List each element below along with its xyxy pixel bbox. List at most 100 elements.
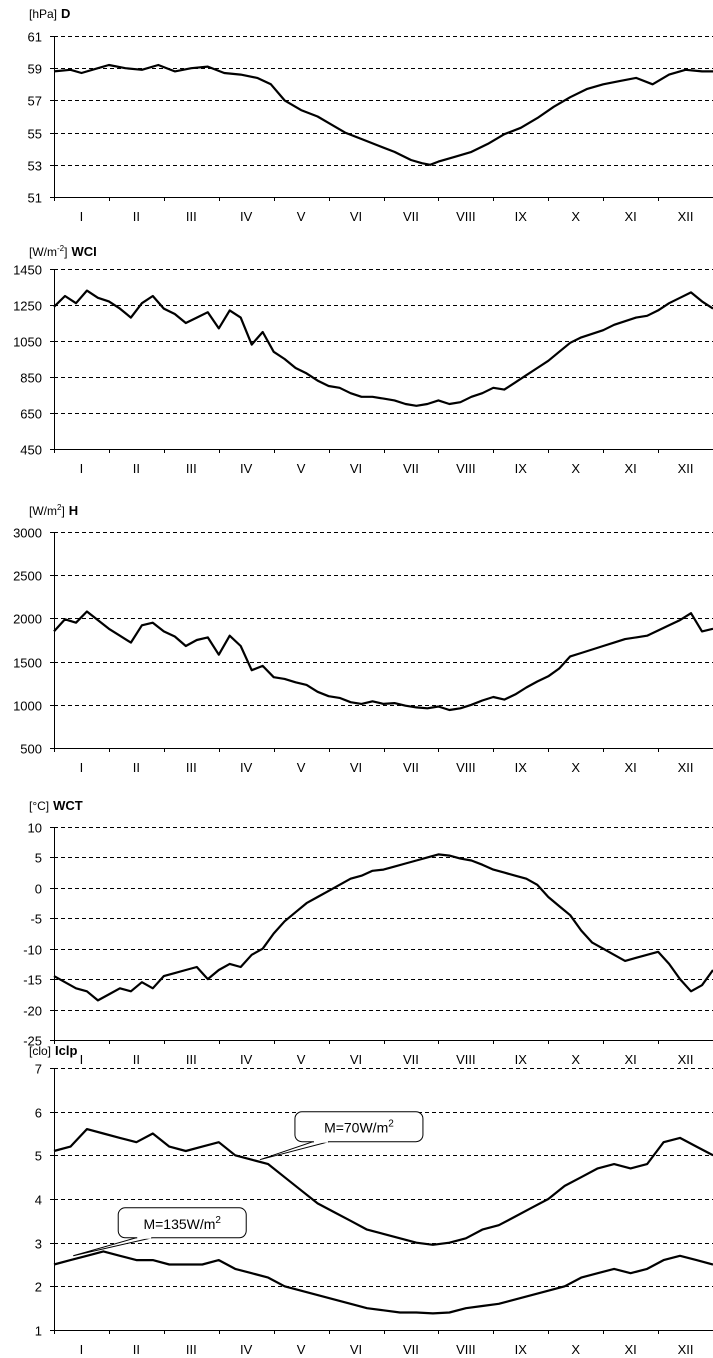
y-tick-label: -5: [30, 912, 42, 927]
chart-unit-label: [clo] Iclp: [29, 1043, 77, 1058]
series-line-0: [53, 853, 713, 1002]
chart-unit-label: [hPa] D: [29, 6, 70, 21]
y-tick-label: 500: [20, 742, 42, 757]
x-tick-label: XI: [624, 1342, 636, 1357]
x-tick-label: I: [80, 1052, 84, 1067]
x-tick-label: VII: [403, 760, 419, 775]
y-tick-label: 1: [35, 1324, 42, 1339]
y-tick-label: -15: [23, 973, 42, 988]
y-tick-label: -10: [23, 943, 42, 958]
x-tick-label: I: [80, 209, 84, 224]
series-line-0: [53, 63, 713, 166]
chart-title: H: [69, 503, 78, 518]
x-tick-label: IV: [240, 760, 253, 775]
annotation-label: M=135W/m2: [143, 1215, 221, 1232]
y-tick-label: 59: [28, 62, 42, 77]
x-tick-label: III: [186, 1342, 197, 1357]
x-tick-label: II: [133, 461, 140, 476]
x-tick-label: IX: [515, 461, 528, 476]
series-line-0: [53, 1128, 713, 1246]
x-tick-label: IX: [515, 760, 528, 775]
y-tick-label: 57: [28, 94, 42, 109]
y-tick-label: 3000: [13, 526, 42, 541]
chart-unit-label: [W/m-2] WCI: [29, 244, 97, 259]
y-tick-label: 2000: [13, 612, 42, 627]
y-tick-label: 650: [20, 407, 42, 422]
y-tick-label: 61: [28, 30, 42, 45]
y-tick-label: 2500: [13, 569, 42, 584]
chart-unit-label: [W/m2] H: [29, 503, 78, 518]
x-tick-label: II: [133, 1052, 140, 1067]
y-tick-label: -20: [23, 1004, 42, 1019]
x-tick-label: X: [571, 1342, 580, 1357]
y-tick-label: -25: [23, 1034, 42, 1049]
x-tick-label: V: [297, 1052, 306, 1067]
x-tick-label: II: [133, 209, 140, 224]
x-tick-label: IX: [515, 1342, 528, 1357]
x-tick-label: VI: [350, 1342, 362, 1357]
x-tick-label: IV: [240, 461, 253, 476]
x-tick-label: II: [133, 1342, 140, 1357]
x-tick-label: VIII: [456, 760, 476, 775]
y-tick-label: 5: [35, 1149, 42, 1164]
y-tick-label: 51: [28, 191, 42, 206]
series-line-0: [53, 610, 713, 712]
y-tick-label: 4: [35, 1193, 42, 1208]
y-tick-label: 6: [35, 1106, 42, 1121]
x-tick-label: VIII: [456, 209, 476, 224]
chart-title: WCT: [53, 798, 83, 813]
y-tick-label: 55: [28, 127, 42, 142]
chart-title: D: [61, 6, 70, 21]
x-tick-label: IX: [515, 1052, 528, 1067]
y-tick-label: 450: [20, 443, 42, 458]
x-tick-label: V: [297, 461, 306, 476]
x-tick-label: V: [297, 760, 306, 775]
y-tick-label: 5: [35, 851, 42, 866]
x-tick-label: XI: [624, 760, 636, 775]
y-tick-label: 0: [35, 882, 42, 897]
x-tick-label: V: [297, 1342, 306, 1357]
y-tick-label: 53: [28, 159, 42, 174]
x-tick-label: VIII: [456, 1052, 476, 1067]
x-tick-label: II: [133, 760, 140, 775]
annotation-label: M=70W/m2: [324, 1119, 394, 1136]
y-tick-label: 1500: [13, 656, 42, 671]
x-tick-label: XI: [624, 461, 636, 476]
x-tick-label: XII: [678, 760, 694, 775]
chart-title: Iclp: [55, 1043, 77, 1058]
x-tick-label: XII: [678, 461, 694, 476]
x-tick-label: X: [571, 209, 580, 224]
y-tick-label: 1000: [13, 699, 42, 714]
x-tick-label: IV: [240, 209, 253, 224]
y-tick-label: 1050: [13, 335, 42, 350]
x-tick-label: I: [80, 760, 84, 775]
annotation-callout: M=135W/m2: [73, 1207, 247, 1257]
x-tick-label: X: [571, 760, 580, 775]
x-tick-label: III: [186, 760, 197, 775]
x-tick-label: V: [297, 209, 306, 224]
y-tick-label: 10: [28, 821, 42, 836]
x-tick-label: VI: [350, 760, 362, 775]
x-tick-label: XI: [624, 209, 636, 224]
x-tick-label: XII: [678, 1342, 694, 1357]
x-tick-label: VI: [350, 461, 362, 476]
x-tick-label: VII: [403, 1052, 419, 1067]
y-tick-label: 1250: [13, 299, 42, 314]
x-tick-label: VI: [350, 1052, 362, 1067]
series-line-0: [53, 289, 713, 407]
x-tick-label: III: [186, 209, 197, 224]
x-tick-label: X: [571, 461, 580, 476]
series-line-1: [53, 1250, 713, 1315]
x-tick-label: VII: [403, 1342, 419, 1357]
y-tick-label: 2: [35, 1280, 42, 1295]
x-tick-label: III: [186, 1052, 197, 1067]
x-tick-label: I: [80, 1342, 84, 1357]
chart-title: WCI: [71, 244, 96, 259]
x-tick-label: XII: [678, 1052, 694, 1067]
chart-unit-label: [°C] WCT: [29, 798, 83, 813]
x-tick-label: VII: [403, 209, 419, 224]
x-tick-label: VI: [350, 209, 362, 224]
